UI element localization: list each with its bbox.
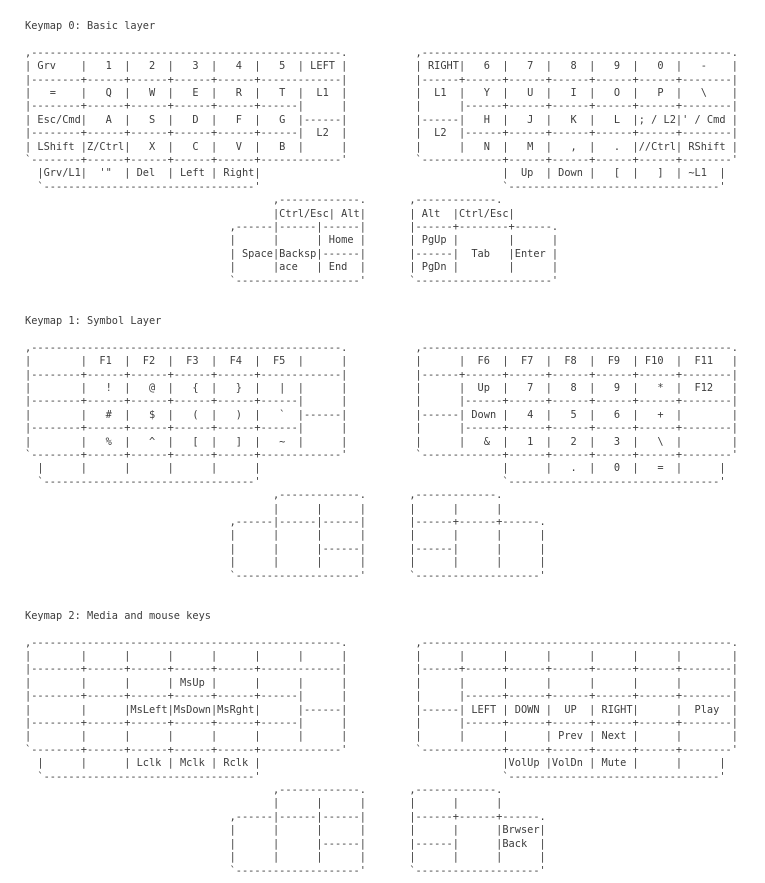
keymap-0-ascii-diagram: ,---------------------------------------… bbox=[25, 46, 738, 287]
keymap-section-media-mouse-layer: Keymap 2: Media and mouse keys ,--------… bbox=[25, 610, 765, 878]
keymap-section-basic-layer: Keymap 0: Basic layer ,-----------------… bbox=[25, 20, 765, 288]
keymap-2-ascii-diagram: ,---------------------------------------… bbox=[25, 636, 738, 877]
keymap-1-ascii-diagram: ,---------------------------------------… bbox=[25, 341, 738, 582]
keymap-section-symbol-layer: Keymap 1: Symbol Layer ,----------------… bbox=[25, 315, 765, 583]
keymap-1-title: Keymap 1: Symbol Layer bbox=[25, 314, 162, 327]
keymap-0-title: Keymap 0: Basic layer bbox=[25, 20, 156, 32]
keymap-2-title: Keymap 2: Media and mouse keys bbox=[25, 609, 211, 622]
